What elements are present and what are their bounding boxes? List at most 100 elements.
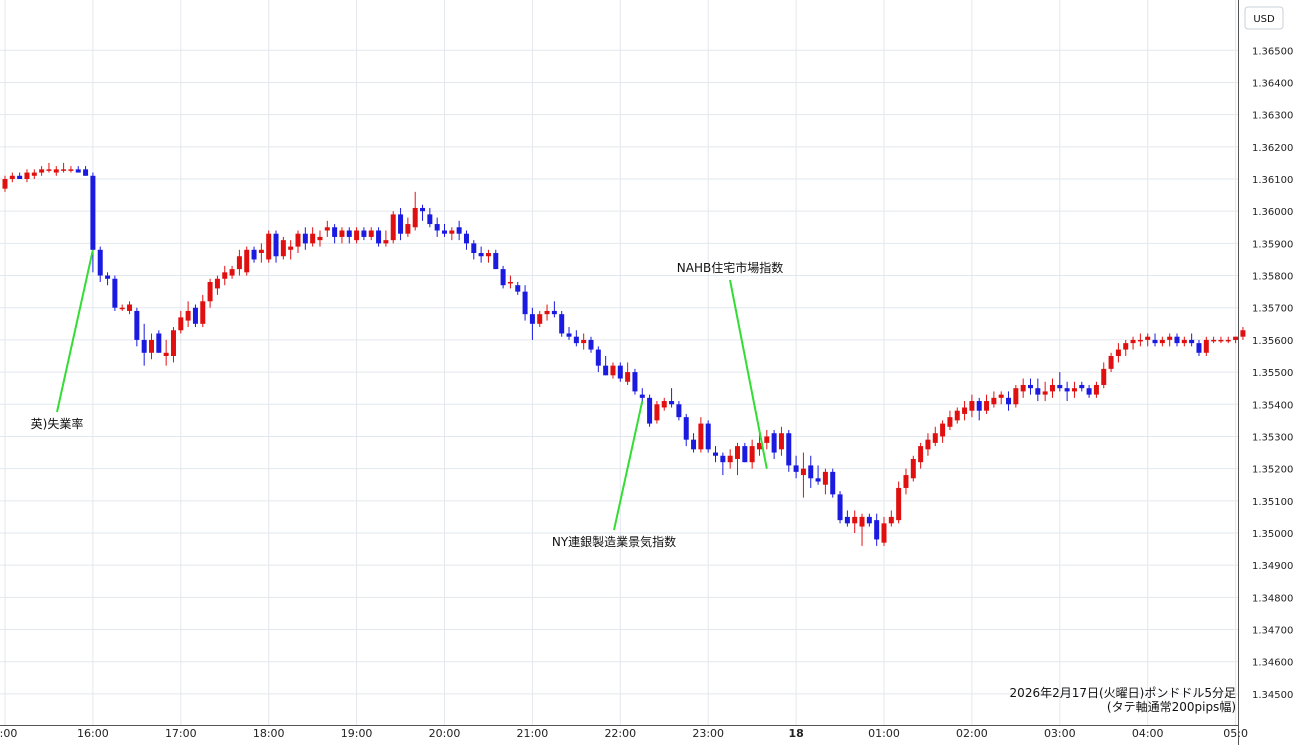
candle (610, 362, 616, 379)
candle-body (1145, 336, 1151, 340)
candle-body (346, 230, 352, 237)
candle-body (1013, 388, 1019, 405)
candle (1020, 378, 1026, 398)
candle (691, 433, 697, 453)
candle-body (866, 516, 872, 524)
candle-body (368, 230, 374, 237)
candle-body (566, 333, 572, 337)
candle (727, 449, 733, 469)
candle-body (1101, 368, 1107, 385)
candle (273, 230, 279, 263)
y-tick-label: 1.35200 (1252, 465, 1293, 476)
candle (1049, 378, 1055, 398)
annotation-label: NAHB住宅市場指数 (677, 260, 783, 275)
candle-body (2, 179, 8, 189)
candle (1035, 378, 1041, 402)
candle (1086, 384, 1092, 398)
candle-body (756, 442, 762, 450)
candle-body (874, 520, 880, 540)
candle (17, 172, 23, 179)
candle-body (251, 249, 257, 260)
candle (756, 433, 762, 456)
candle (735, 442, 740, 476)
candle-body (1181, 339, 1187, 344)
candle (229, 265, 235, 279)
candle (742, 442, 748, 463)
candle-body (310, 233, 316, 244)
candle-body (141, 339, 147, 353)
candle-body (31, 172, 37, 176)
candle-body (661, 401, 667, 408)
candle-body (1086, 388, 1092, 395)
candle (698, 417, 704, 453)
candle (1189, 333, 1195, 347)
candle-body (976, 401, 982, 411)
candle (456, 220, 462, 241)
candle-body (302, 233, 308, 244)
candle-body (954, 410, 960, 421)
candle (837, 491, 843, 524)
candle-body (537, 314, 543, 324)
candle-body (449, 230, 455, 234)
candle (383, 230, 389, 247)
y-axis: 1.36500 1.36400 1.36300 1.36200 1.36100 1.360… (1238, 0, 1293, 745)
candle (661, 397, 667, 411)
candle-body (9, 175, 15, 179)
candle (515, 281, 521, 295)
candle (1101, 362, 1107, 389)
y-tick-label: 1.34800 (1252, 593, 1293, 604)
candle-body (632, 372, 638, 392)
candle-body (800, 468, 806, 476)
candle (559, 310, 565, 337)
y-tick-label: 1.35700 (1252, 304, 1293, 315)
candle (713, 446, 719, 463)
candle-body (947, 417, 953, 427)
candle (1225, 336, 1231, 344)
candle-body (361, 230, 367, 237)
candle (522, 285, 528, 321)
candle-body (170, 330, 176, 356)
candle-body (1240, 330, 1246, 337)
candle (1203, 336, 1209, 356)
candle (778, 426, 784, 456)
y-tick-label: 1.36200 (1252, 143, 1293, 154)
x-tick-label: 22:00 (604, 727, 636, 740)
candle-body (317, 236, 323, 241)
candle (295, 230, 301, 254)
candle (903, 468, 909, 495)
candle-body (1093, 384, 1099, 395)
candle (566, 327, 572, 340)
candle-body (639, 394, 645, 398)
candle (947, 410, 953, 431)
candle (764, 430, 770, 450)
candle (434, 217, 440, 237)
candle (449, 227, 455, 241)
candle-body (229, 269, 235, 276)
candle-body (822, 471, 828, 485)
candle-body (654, 404, 660, 421)
candle-body (815, 478, 821, 482)
candle-body (493, 253, 499, 270)
candle (1079, 381, 1085, 392)
candle-body (713, 452, 719, 456)
candle (1211, 336, 1217, 344)
candle-body (720, 455, 726, 463)
candle (405, 217, 411, 237)
candle-body (1108, 356, 1114, 369)
candle (83, 166, 89, 176)
candle-body (1028, 384, 1033, 389)
x-tick-label: 05:0 (1223, 727, 1248, 740)
candle (478, 246, 484, 263)
candle (1152, 333, 1158, 347)
candle-body (625, 372, 631, 382)
candle (962, 401, 968, 421)
candle-body (273, 233, 279, 257)
candle (881, 516, 887, 546)
candle-body (471, 243, 477, 254)
candle-body (910, 458, 916, 479)
y-tick-label: 1.36100 (1252, 175, 1293, 186)
candle-body (134, 310, 140, 340)
candle-body (442, 230, 447, 234)
candle (339, 227, 345, 244)
